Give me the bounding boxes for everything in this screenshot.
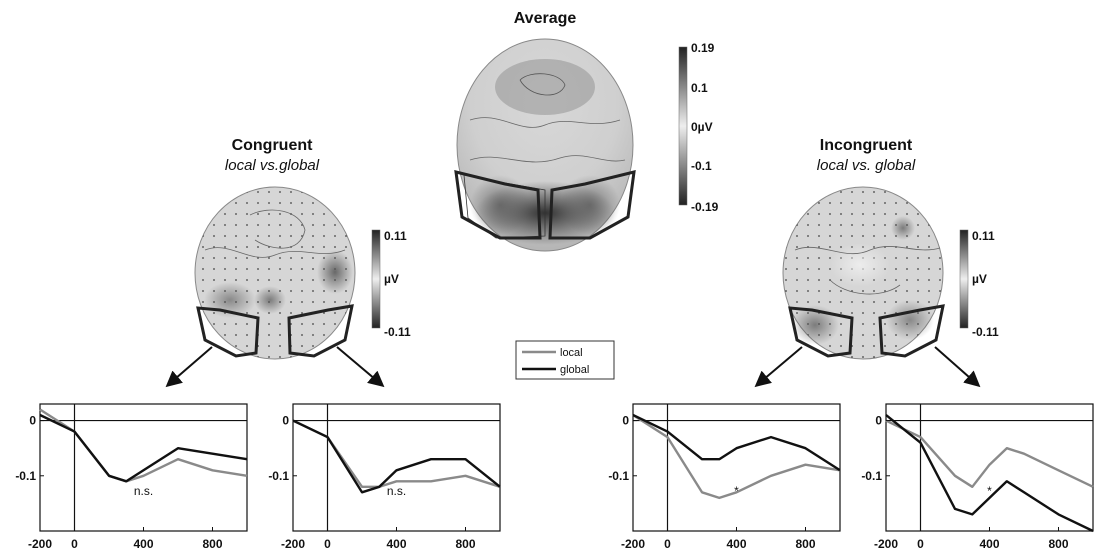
congruent-panel: Congruent local vs.global 0.11 µV -0.11: [194, 137, 411, 360]
series-global-line: [632, 413, 841, 472]
plot-frame: [632, 403, 841, 532]
erp-plots: -200 0 400 800 0 -0.1 n.s. -200 0 400 800 0 -0.1 n.s.…: [15, 403, 1094, 551]
y-tick-label: 0: [622, 414, 629, 428]
significance-annotation: n.s.: [387, 484, 406, 498]
series-local-line: [632, 413, 841, 500]
x-tick-label: 400: [726, 537, 746, 551]
average-cbar-lower: -0.1: [691, 159, 712, 173]
x-tick-label: 0: [664, 537, 671, 551]
y-tick-label: -0.1: [861, 469, 882, 483]
x-tick-label: 800: [1048, 537, 1068, 551]
x-tick-label: -200: [281, 537, 305, 551]
significance-annotation: *: [987, 484, 992, 498]
incongruent-roi-right: [878, 304, 945, 358]
erp-plot-3: -200 0 400 800 0 -0.1 *: [608, 403, 841, 551]
x-tick-label: -200: [28, 537, 52, 551]
congruent-cbar-max: 0.11: [384, 229, 407, 243]
plot-frame: [885, 403, 1094, 532]
x-tick-label: 800: [455, 537, 475, 551]
erp-plot-2: -200 0 400 800 0 -0.1 n.s.: [268, 403, 501, 551]
average-cbar-upper: 0.1: [691, 81, 708, 95]
erp-plot-1: -200 0 400 800 0 -0.1 n.s.: [15, 403, 248, 551]
legend: local global: [515, 340, 615, 380]
x-tick-label: -200: [874, 537, 898, 551]
y-tick-label: 0: [875, 414, 882, 428]
average-panel: Average 0.19 0.1 0µV -0.1 -0.19: [454, 10, 719, 252]
series-global-line: [292, 419, 501, 494]
series-local-line: [885, 419, 1094, 488]
x-tick-label: 800: [202, 537, 222, 551]
congruent-cbar-min: -0.11: [384, 325, 411, 339]
arrow-incongruent-left: [754, 346, 803, 388]
incongruent-subtitle: local vs. global: [817, 157, 916, 174]
incongruent-title: Incongruent: [820, 137, 913, 154]
x-tick-label: 400: [133, 537, 153, 551]
arrow-congruent-left: [165, 346, 213, 388]
congruent-subtitle: local vs.global: [225, 157, 320, 174]
series-global-line: [39, 413, 248, 483]
incongruent-cbar-min: -0.11: [972, 325, 999, 339]
x-tick-label: 0: [324, 537, 331, 551]
y-tick-label: 0: [29, 414, 36, 428]
arrow-incongruent-right: [934, 346, 981, 388]
y-tick-label: -0.1: [268, 469, 289, 483]
incongruent-head-map: [782, 186, 945, 360]
congruent-roi-left: [196, 306, 260, 358]
x-tick-label: 800: [795, 537, 815, 551]
average-colorbar: 0.19 0.1 0µV -0.1 -0.19: [678, 41, 719, 214]
x-tick-label: 0: [71, 537, 78, 551]
average-head-map: [454, 38, 636, 252]
incongruent-cbar-max: 0.11: [972, 229, 995, 243]
x-tick-label: 0: [917, 537, 924, 551]
x-tick-label: -200: [621, 537, 645, 551]
incongruent-roi-left: [788, 306, 854, 358]
congruent-cbar-unit: µV: [384, 272, 399, 286]
congruent-colorbar: 0.11 µV -0.11: [371, 229, 411, 339]
average-title: Average: [514, 10, 577, 27]
legend-local-label: local: [560, 347, 583, 359]
average-roi-left: [454, 170, 542, 240]
congruent-roi-right: [287, 304, 354, 358]
average-cbar-max: 0.19: [691, 41, 715, 55]
significance-annotation: n.s.: [134, 484, 153, 498]
erp-plot-4: -200 0 400 800 0 -0.1 *: [861, 403, 1094, 551]
congruent-head-map: [194, 186, 356, 360]
arrows: [165, 346, 981, 388]
significance-annotation: *: [734, 484, 739, 498]
incongruent-panel: Incongruent local vs. global 0.11 µV -0.…: [782, 137, 999, 360]
arrow-congruent-right: [336, 346, 385, 388]
legend-global-label: global: [560, 364, 589, 376]
series-global-line: [885, 414, 1094, 533]
average-cbar-zero: 0µV: [691, 120, 713, 134]
incongruent-cbar-unit: µV: [972, 272, 987, 286]
x-tick-label: 400: [386, 537, 406, 551]
incongruent-colorbar: 0.11 µV -0.11: [959, 229, 999, 339]
y-tick-label: -0.1: [608, 469, 629, 483]
average-cbar-min: -0.19: [691, 200, 719, 214]
y-tick-label: -0.1: [15, 469, 36, 483]
plot-frame: [39, 403, 248, 532]
plot-frame: [292, 403, 501, 532]
x-tick-label: 400: [979, 537, 999, 551]
congruent-title: Congruent: [232, 137, 314, 154]
y-tick-label: 0: [282, 414, 289, 428]
average-roi-right: [548, 170, 636, 240]
